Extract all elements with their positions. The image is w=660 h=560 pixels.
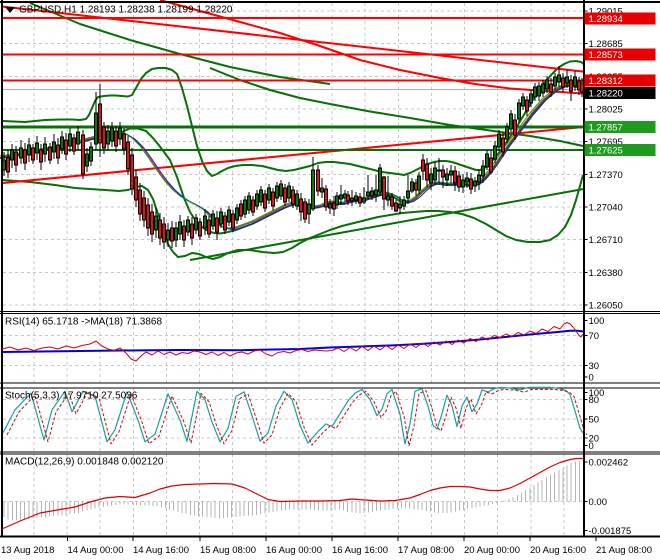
svg-text:14 Aug 00:00: 14 Aug 00:00 bbox=[68, 545, 124, 556]
svg-text:Stoch(5,3,3) 17.9710 27.5036: Stoch(5,3,3) 17.9710 27.5036 bbox=[5, 391, 138, 402]
svg-text:1.27625: 1.27625 bbox=[589, 146, 623, 157]
svg-text:1.27040: 1.27040 bbox=[589, 203, 623, 214]
svg-text:0: 0 bbox=[589, 441, 594, 452]
svg-text:1.28312: 1.28312 bbox=[589, 76, 623, 87]
svg-text:0.002462: 0.002462 bbox=[589, 457, 629, 468]
svg-text:20 Aug 16:00: 20 Aug 16:00 bbox=[530, 545, 586, 556]
svg-text:100: 100 bbox=[589, 388, 605, 399]
svg-text:0.00: 0.00 bbox=[589, 497, 608, 508]
svg-text:RSI(14) 65.1718 ->MA(18) 71.3: RSI(14) 65.1718 ->MA(18) 71.3868 bbox=[5, 317, 162, 328]
svg-text:1.28025: 1.28025 bbox=[589, 105, 623, 116]
svg-text:1.27857: 1.27857 bbox=[589, 123, 623, 134]
svg-text:MACD(12,26,9) 0.001848 0.00212: MACD(12,26,9) 0.001848 0.002120 bbox=[5, 457, 164, 468]
svg-text:0: 0 bbox=[589, 373, 594, 384]
svg-text:1.26710: 1.26710 bbox=[589, 235, 623, 246]
svg-text:1.28685: 1.28685 bbox=[589, 39, 623, 50]
svg-text:21 Aug 08:00: 21 Aug 08:00 bbox=[596, 545, 652, 556]
svg-text:14 Aug 16:00: 14 Aug 16:00 bbox=[133, 545, 189, 556]
svg-text:1.28220: 1.28220 bbox=[589, 89, 623, 100]
svg-text:GBPUSD,H1 1.28193 1.28238 1.2: GBPUSD,H1 1.28193 1.28238 1.28199 1.2822… bbox=[19, 5, 233, 16]
svg-text:17 Aug 08:00: 17 Aug 08:00 bbox=[398, 545, 454, 556]
svg-text:1.26380: 1.26380 bbox=[589, 268, 623, 279]
svg-text:80: 80 bbox=[589, 395, 600, 406]
svg-text:70: 70 bbox=[589, 331, 600, 342]
svg-text:15 Aug 08:00: 15 Aug 08:00 bbox=[200, 545, 256, 556]
svg-text:16 Aug 00:00: 16 Aug 00:00 bbox=[266, 545, 322, 556]
svg-text:30: 30 bbox=[589, 361, 600, 372]
svg-text:16 Aug 16:00: 16 Aug 16:00 bbox=[332, 545, 388, 556]
svg-text:1.27370: 1.27370 bbox=[589, 170, 623, 181]
svg-text:-0.001875: -0.001875 bbox=[589, 526, 632, 537]
svg-text:13 Aug 2018: 13 Aug 2018 bbox=[1, 545, 54, 556]
svg-text:50: 50 bbox=[589, 414, 600, 425]
svg-text:1.26050: 1.26050 bbox=[589, 301, 623, 312]
svg-text:1.27695: 1.27695 bbox=[589, 137, 623, 148]
svg-text:1.28934: 1.28934 bbox=[589, 14, 623, 25]
svg-text:1.28573: 1.28573 bbox=[589, 50, 623, 61]
svg-text:1.29015: 1.29015 bbox=[589, 7, 623, 18]
svg-text:20: 20 bbox=[589, 434, 600, 445]
svg-text:20 Aug 00:00: 20 Aug 00:00 bbox=[464, 545, 520, 556]
svg-text:100: 100 bbox=[589, 316, 605, 327]
